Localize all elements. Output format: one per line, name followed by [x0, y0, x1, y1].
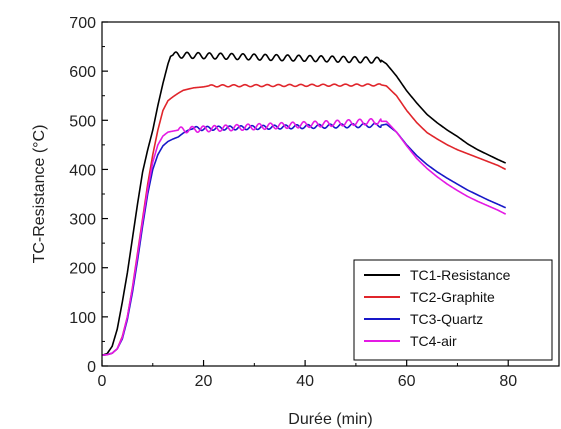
y-tick-label: 700 — [69, 15, 96, 32]
x-tick-label: 80 — [499, 373, 517, 390]
axis-ticks — [101, 21, 509, 367]
y-tick-label: 0 — [87, 359, 96, 376]
legend: TC1-Resistance TC2-Graphite TC3-Quartz TC4-… — [353, 259, 553, 361]
legend-label: TC4-air — [410, 333, 457, 349]
x-tick-label: 0 — [98, 373, 107, 390]
x-tick-label: 20 — [195, 373, 213, 390]
legend-label: TC2-Graphite — [410, 289, 495, 305]
series-line-tc4-air — [101, 117, 507, 356]
y-axis-label: TC-Resistance (°C) — [31, 125, 48, 264]
y-tick-label: 600 — [69, 64, 96, 81]
series-line-tc2-graphite — [101, 83, 507, 356]
legend-label: TC3-Quartz — [410, 311, 483, 327]
y-tick-label: 300 — [69, 212, 96, 229]
series-line-tc1-resistance — [101, 51, 507, 356]
x-tick-label: 40 — [296, 373, 314, 390]
y-tick-label: 200 — [69, 261, 96, 278]
legend-label: TC1-Resistance — [410, 267, 511, 283]
x-axis-label: Durée (min) — [288, 411, 372, 428]
series-line-tc3-quartz — [101, 122, 507, 356]
x-tick-label: 60 — [398, 373, 416, 390]
tick-labels: 0 20 40 60 80 0 100 200 300 400 500 600 700 — [69, 15, 517, 390]
y-tick-label: 400 — [69, 162, 96, 179]
plot-lines — [101, 51, 507, 356]
legend-box — [353, 259, 553, 361]
y-tick-label: 100 — [69, 310, 96, 327]
y-tick-label: 500 — [69, 113, 96, 130]
